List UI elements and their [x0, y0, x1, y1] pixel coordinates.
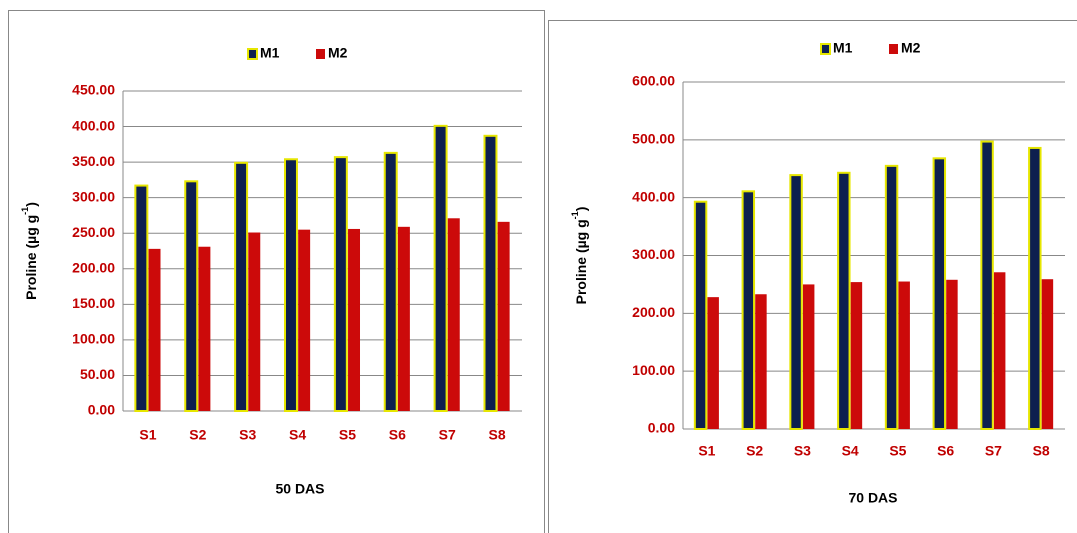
bar — [397, 226, 410, 411]
x-axis-label: 70 DAS — [848, 490, 897, 506]
legend-label: M2 — [901, 40, 921, 56]
x-tick-label: S3 — [794, 443, 811, 459]
x-tick-label: S2 — [746, 443, 763, 459]
y-tick-label: 400.00 — [72, 117, 115, 133]
bar — [1041, 279, 1054, 429]
y-tick-label: 0.00 — [88, 402, 115, 418]
x-axis-label: 50 DAS — [275, 481, 324, 497]
bar — [850, 282, 863, 429]
y-tick-label: 200.00 — [632, 304, 675, 320]
x-tick-label: S5 — [339, 427, 356, 443]
y-tick-label: 500.00 — [632, 131, 675, 147]
y-axis-label-sup: -1 — [20, 207, 30, 215]
bar — [993, 272, 1006, 429]
x-tick-label: S5 — [889, 443, 906, 459]
bar — [741, 190, 756, 430]
x-tick-label: S3 — [239, 427, 256, 443]
bar — [802, 284, 815, 429]
y-axis-label-sup: -1 — [570, 211, 580, 219]
bar — [980, 140, 994, 430]
x-tick-label: S2 — [189, 427, 206, 443]
bar — [447, 218, 460, 411]
bar — [198, 246, 211, 411]
bar — [148, 248, 161, 411]
y-axis-label-end: ) — [23, 202, 39, 207]
bar — [433, 124, 448, 412]
y-axis-label-text: Proline (µg g — [23, 215, 39, 300]
bar — [1028, 146, 1042, 430]
bar — [755, 294, 767, 429]
y-axis-label-end: ) — [573, 207, 589, 212]
chart-frame — [8, 10, 545, 533]
x-tick-label: S8 — [489, 427, 506, 443]
y-axis-label-text: Proline (µg g — [573, 219, 589, 304]
bar — [707, 297, 719, 429]
bar — [837, 171, 851, 430]
y-axis-label: Proline (µg g-1) — [20, 202, 38, 300]
x-tick-label: S7 — [985, 443, 1002, 459]
bar — [932, 157, 947, 430]
bar — [298, 229, 311, 411]
legend-swatch — [247, 48, 258, 60]
bar — [234, 161, 249, 412]
x-tick-label: S7 — [439, 427, 456, 443]
y-tick-label: 50.00 — [80, 366, 115, 382]
chart-frame — [548, 20, 1077, 533]
bar — [483, 134, 498, 413]
x-tick-label: S6 — [389, 427, 406, 443]
x-tick-label: S1 — [139, 427, 156, 443]
legend-swatch — [820, 43, 831, 55]
y-tick-label: 300.00 — [72, 188, 115, 204]
bar — [946, 279, 958, 429]
y-tick-label: 150.00 — [72, 295, 115, 311]
bar — [497, 221, 510, 411]
x-tick-label: S4 — [842, 443, 859, 459]
y-tick-label: 200.00 — [72, 259, 115, 275]
legend-label: M1 — [260, 45, 280, 61]
bar — [898, 281, 910, 429]
bar — [884, 164, 899, 430]
bar — [789, 174, 803, 430]
bar — [283, 158, 298, 412]
x-tick-label: S1 — [698, 443, 715, 459]
y-tick-label: 250.00 — [72, 224, 115, 240]
y-tick-label: 350.00 — [72, 153, 115, 169]
y-tick-label: 400.00 — [632, 188, 675, 204]
x-tick-label: S8 — [1033, 443, 1050, 459]
bar — [333, 156, 348, 412]
legend-label: M2 — [328, 45, 348, 61]
y-tick-label: 450.00 — [72, 82, 115, 98]
x-tick-label: S6 — [937, 443, 954, 459]
y-tick-label: 600.00 — [632, 73, 675, 89]
y-tick-label: 100.00 — [72, 331, 115, 347]
y-tick-label: 0.00 — [648, 420, 675, 436]
legend-label: M1 — [833, 40, 853, 56]
bar — [134, 184, 149, 412]
bar — [248, 232, 261, 411]
y-tick-label: 100.00 — [632, 362, 675, 378]
x-tick-label: S4 — [289, 427, 306, 443]
legend-swatch — [889, 44, 898, 54]
y-tick-label: 300.00 — [632, 246, 675, 262]
bar — [184, 180, 199, 412]
bar — [348, 228, 361, 411]
legend-swatch — [316, 49, 325, 59]
bar — [383, 151, 398, 412]
y-axis-label: Proline (µg g-1) — [570, 207, 588, 305]
bar — [693, 200, 708, 430]
